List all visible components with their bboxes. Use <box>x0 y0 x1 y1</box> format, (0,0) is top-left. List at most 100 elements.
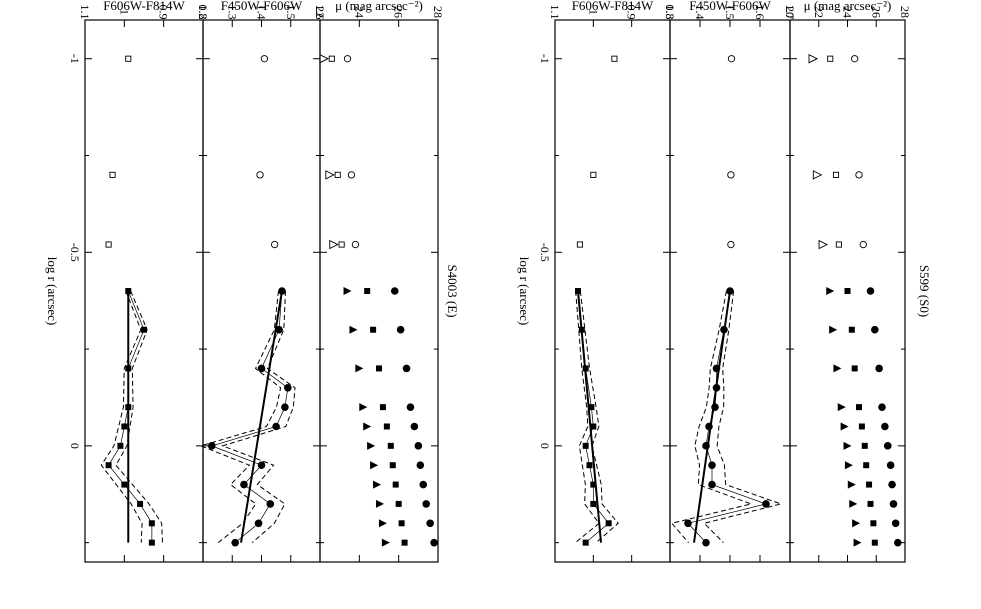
data-point-filled-triangle <box>853 538 862 547</box>
data-point-filled-triangle <box>375 499 384 508</box>
data-point-filled-triangle <box>840 422 849 431</box>
data-point-filled-circle <box>762 500 770 508</box>
data-point-filled-triangle <box>829 325 838 334</box>
panel-1: 1.6 1.5 1.4 1.3 1.2 F450W-F606W <box>196 0 327 563</box>
data-point-open-circle <box>855 171 863 179</box>
data-point-filled-square <box>379 404 386 411</box>
data-point-filled-triangle <box>833 364 842 373</box>
x-tick-label: -1 <box>68 54 82 64</box>
panel-2: 0.8 0.9 1 1.1 F606W-F814W <box>548 0 677 563</box>
data-point-open-circle <box>343 55 352 63</box>
data-point-filled-triangle <box>378 519 387 528</box>
data-point-filled-square <box>870 520 877 527</box>
y-tick-label: 1 <box>586 9 600 15</box>
data-point-filled-circle <box>284 383 292 392</box>
data-point-filled-square <box>376 365 382 372</box>
data-point-open-triangle <box>325 170 335 180</box>
data-point-open-circle <box>727 171 735 179</box>
data-point-filled-square <box>590 500 597 507</box>
data-point-filled-circle <box>240 480 248 489</box>
y-tick-label: 1.1 <box>78 5 92 20</box>
error-envelope-upper <box>221 290 296 544</box>
data-point-filled-circle <box>684 519 692 528</box>
x-tick-label: -1 <box>538 54 552 64</box>
data-point-filled-circle <box>275 325 283 334</box>
data-point-filled-triangle <box>359 403 368 412</box>
y-tick-label: 0.9 <box>157 5 171 20</box>
y-tick-label: 1.3 <box>663 5 677 20</box>
data-point-filled-circle <box>272 422 280 431</box>
y-axis-label: F606W-F814W <box>572 0 654 13</box>
data-point-filled-circle <box>889 500 898 508</box>
panel-frame <box>319 19 439 563</box>
data-point-open-circle <box>851 55 859 63</box>
data-point-filled-triangle <box>826 287 835 295</box>
data-point-open-square <box>576 241 583 248</box>
data-point-filled-circle <box>410 422 419 431</box>
data-point-filled-circle <box>231 538 239 547</box>
data-point-filled-circle <box>875 364 883 373</box>
data-point-open-square <box>109 171 116 178</box>
data-point-filled-square <box>387 442 394 449</box>
data-point-filled-square <box>848 326 855 333</box>
data-point-open-square <box>338 241 345 248</box>
fit-line <box>240 290 283 543</box>
data-point-open-square <box>832 171 840 178</box>
data-point-filled-square <box>121 423 128 430</box>
data-point-filled-square <box>401 539 408 546</box>
error-envelope-upper <box>703 290 783 543</box>
data-point-open-circle <box>260 55 269 63</box>
panel-frame <box>554 19 671 563</box>
y-axis-label: F606W-F814W <box>103 0 185 13</box>
y-tick-label: 24 <box>841 6 855 18</box>
data-point-filled-circle <box>266 500 275 508</box>
data-point-open-circle <box>256 171 264 179</box>
data-point-filled-circle <box>278 287 286 295</box>
data-point-filled-circle <box>726 287 734 295</box>
y-tick-label: 20 <box>783 6 797 18</box>
data-point-filled-circle <box>720 325 728 334</box>
data-point-filled-circle <box>708 461 716 470</box>
data-point-open-square <box>827 55 834 62</box>
data-point-filled-square <box>125 404 132 411</box>
y-axis-label: F450W-F606W <box>221 0 303 13</box>
data-point-filled-square <box>861 442 868 449</box>
data-point-open-circle <box>271 240 279 249</box>
data-point-filled-square <box>588 404 595 411</box>
data-point-filled-triangle <box>852 519 861 528</box>
data-point-open-circle <box>347 171 356 179</box>
data-point-open-circle <box>727 240 735 249</box>
data-point-filled-circle <box>883 442 892 450</box>
data-point-filled-square <box>858 423 865 430</box>
data-point-filled-circle <box>207 442 216 450</box>
y-tick-label: 22 <box>313 6 327 18</box>
data-point-filled-circle <box>871 325 879 334</box>
chart-title: S599 (S0) <box>917 265 932 317</box>
y-tick-label: 0.9 <box>625 5 639 20</box>
panel-0: 28 26 24 22 20 μ (mag arcsec⁻²) <box>783 0 912 563</box>
y-tick-label: 1.1 <box>548 5 562 20</box>
y-tick-label: 1.6 <box>753 5 767 20</box>
data-point-filled-square <box>383 423 390 430</box>
data-point-open-circle <box>859 240 867 249</box>
data-point-open-circle <box>727 55 736 63</box>
data-point-filled-circle <box>878 403 886 411</box>
y-tick-label: 1.5 <box>284 5 298 20</box>
data-point-filled-square <box>863 462 870 469</box>
data-point-filled-square <box>582 442 589 449</box>
y-tick-label: 1.2 <box>196 5 210 20</box>
data-point-filled-square <box>370 326 377 333</box>
y-tick-label: 1.6 <box>313 5 327 20</box>
y-axis-label: F450W-F606W <box>689 0 771 13</box>
data-point-open-triangle <box>808 53 819 64</box>
y-tick-label: 1 <box>117 9 131 15</box>
data-point-filled-triangle <box>381 538 390 547</box>
data-point-filled-square <box>392 481 399 488</box>
data-point-filled-square <box>121 481 128 488</box>
data-point-open-triangle <box>812 170 823 180</box>
error-envelope-upper <box>575 290 600 544</box>
data-point-filled-square <box>582 539 589 546</box>
data-point-filled-circle <box>254 519 263 528</box>
data-point-open-square <box>334 171 341 178</box>
